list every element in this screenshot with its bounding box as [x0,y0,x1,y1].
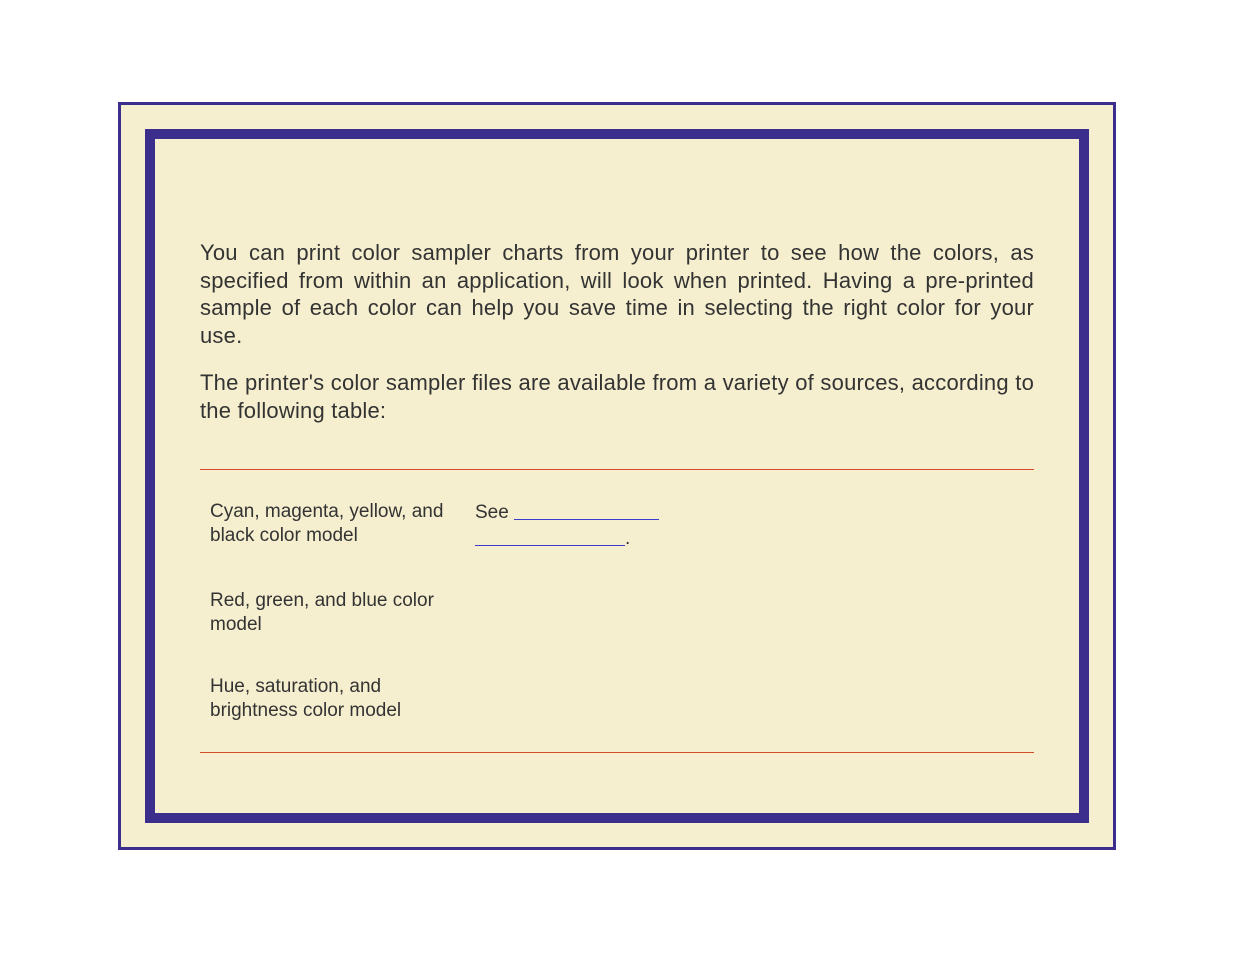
color-model-label: Hue, saturation, and brightness color mo… [210,675,475,723]
paragraph-intro: You can print color sampler charts from … [200,239,1034,349]
table-row: Hue, saturation, and brightness color mo… [210,675,1034,723]
see-suffix: . [625,528,630,549]
color-model-source: See . [475,500,659,551]
blank-link[interactable] [514,502,659,520]
table-bottom-rule [200,752,1034,753]
outer-frame: You can print color sampler charts from … [118,102,1116,850]
paragraph-table-intro: The printer's color sampler files are av… [200,369,1034,424]
blank-link[interactable] [475,528,625,546]
see-prefix: See [475,502,514,523]
color-model-label: Red, green, and blue color model [210,589,475,637]
color-model-label: Cyan, magenta, yellow, and black color m… [210,500,475,551]
color-sampler-table: Cyan, magenta, yellow, and black color m… [200,469,1034,753]
table-body: Cyan, magenta, yellow, and black color m… [200,470,1034,752]
table-row: Red, green, and blue color model [210,589,1034,637]
table-row: Cyan, magenta, yellow, and black color m… [210,500,1034,551]
inner-frame: You can print color sampler charts from … [145,129,1089,823]
